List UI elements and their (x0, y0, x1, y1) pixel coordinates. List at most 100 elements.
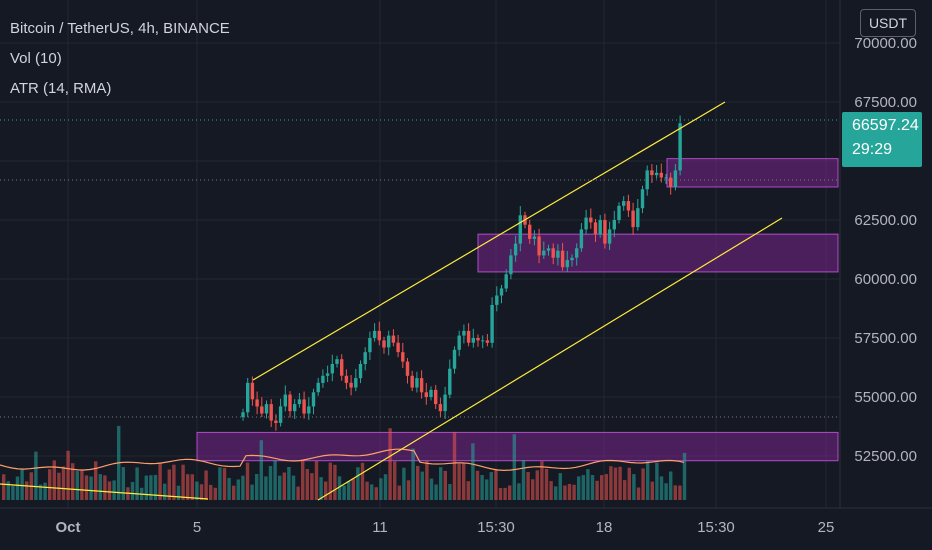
candle-body (504, 274, 508, 289)
volume-bar (623, 480, 627, 500)
volume-bar (121, 467, 125, 500)
volume-bar (84, 475, 89, 500)
candle-body (255, 399, 259, 407)
candle-body (377, 330, 381, 341)
volume-bar (439, 467, 443, 500)
candle-body (274, 420, 278, 423)
candle-body (246, 382, 250, 413)
volume-bar (503, 487, 507, 500)
volume-bar (319, 477, 323, 500)
candle-body (363, 352, 367, 364)
currency-button[interactable]: USDT (860, 9, 916, 37)
volume-bar (494, 469, 498, 500)
volume-bar (462, 463, 466, 500)
last-price-value: 66597.24 (852, 117, 919, 134)
volume-bar (379, 478, 383, 500)
time-tick-label: 18 (596, 519, 613, 536)
volume-bar (209, 484, 213, 500)
volume-bar (347, 481, 351, 500)
volume-bar (636, 487, 641, 500)
volume-bar (130, 482, 135, 500)
candle-body (382, 340, 386, 348)
candle-countdown: 29:29 (852, 141, 893, 158)
volume-bar (526, 472, 530, 500)
volume-bar (57, 472, 61, 500)
candle-body (443, 394, 447, 412)
volume-bar (163, 483, 167, 500)
candle-body (462, 330, 466, 336)
candle-body (330, 364, 334, 374)
candle-body (528, 224, 532, 239)
price-zones (196, 158, 839, 462)
volume-bar (374, 487, 378, 500)
candle-body (617, 205, 621, 220)
candle-body (316, 382, 320, 393)
price-tick-label: 70000.00 (854, 35, 917, 52)
candle-body (311, 392, 316, 407)
trend-line[interactable] (0, 483, 209, 500)
volume-bar (342, 485, 346, 500)
candle-body (603, 220, 607, 244)
candle-body (349, 382, 353, 388)
time-tick-label: Oct (55, 519, 80, 536)
channel-upper-line[interactable] (252, 101, 726, 381)
price-zone[interactable] (477, 233, 839, 273)
symbol-title[interactable]: Bitcoin / TetherUS, 4h, BINANCE (10, 20, 230, 37)
volume-bar (452, 431, 457, 500)
candle-body (537, 236, 541, 256)
volume-bar (425, 461, 429, 500)
volume-bar (360, 462, 365, 500)
volume-bar (52, 460, 56, 500)
volume-bar (646, 461, 650, 500)
volume-bar (659, 476, 664, 500)
volume-bar (190, 474, 194, 500)
volume-indicator-label[interactable]: Vol (10) (10, 50, 62, 67)
candle-body (415, 378, 419, 388)
volume-bar (370, 484, 374, 500)
candle-body (410, 375, 414, 388)
volume-bar (71, 463, 75, 500)
volume-bar (268, 466, 273, 500)
candle-body (584, 217, 588, 230)
volume-bar (324, 481, 328, 500)
price-tick-label: 62500.00 (854, 212, 917, 229)
volume-bar (282, 472, 286, 500)
candle-body (476, 338, 480, 341)
volume-bar (549, 481, 553, 500)
candle-body (340, 359, 344, 376)
candle-body (471, 338, 475, 343)
candle-body (438, 404, 443, 412)
candle-body (401, 352, 405, 362)
volume-bar (227, 477, 231, 500)
candle-body (241, 412, 245, 417)
grid-lines (0, 0, 840, 508)
volume-bar (673, 485, 677, 500)
volume-bar (577, 476, 581, 500)
trend-channel[interactable] (0, 101, 783, 501)
price-tick-label: 67500.00 (854, 94, 917, 111)
price-zone[interactable] (666, 158, 839, 188)
volume-bar (337, 476, 342, 500)
candle-body (622, 201, 626, 206)
volume-bar (176, 485, 181, 500)
volume-bar (144, 475, 148, 500)
candle-body (509, 255, 513, 275)
channel-lower-line[interactable] (317, 217, 783, 501)
candle-body (452, 349, 457, 369)
candle-body (307, 406, 311, 414)
candle-body (466, 330, 471, 343)
volume-bar (195, 481, 199, 500)
volume-bar (558, 473, 562, 500)
volume-bar (333, 464, 337, 500)
volume-bar (609, 466, 613, 500)
price-zone[interactable] (196, 431, 839, 462)
candle-body (518, 215, 522, 244)
volume-bar (664, 483, 668, 500)
atr-indicator-label[interactable]: ATR (14, RMA) (10, 80, 112, 97)
volume-bar (186, 474, 190, 500)
time-tick-label: 11 (372, 519, 388, 536)
candle-body (551, 248, 555, 258)
candle-body (344, 375, 349, 383)
